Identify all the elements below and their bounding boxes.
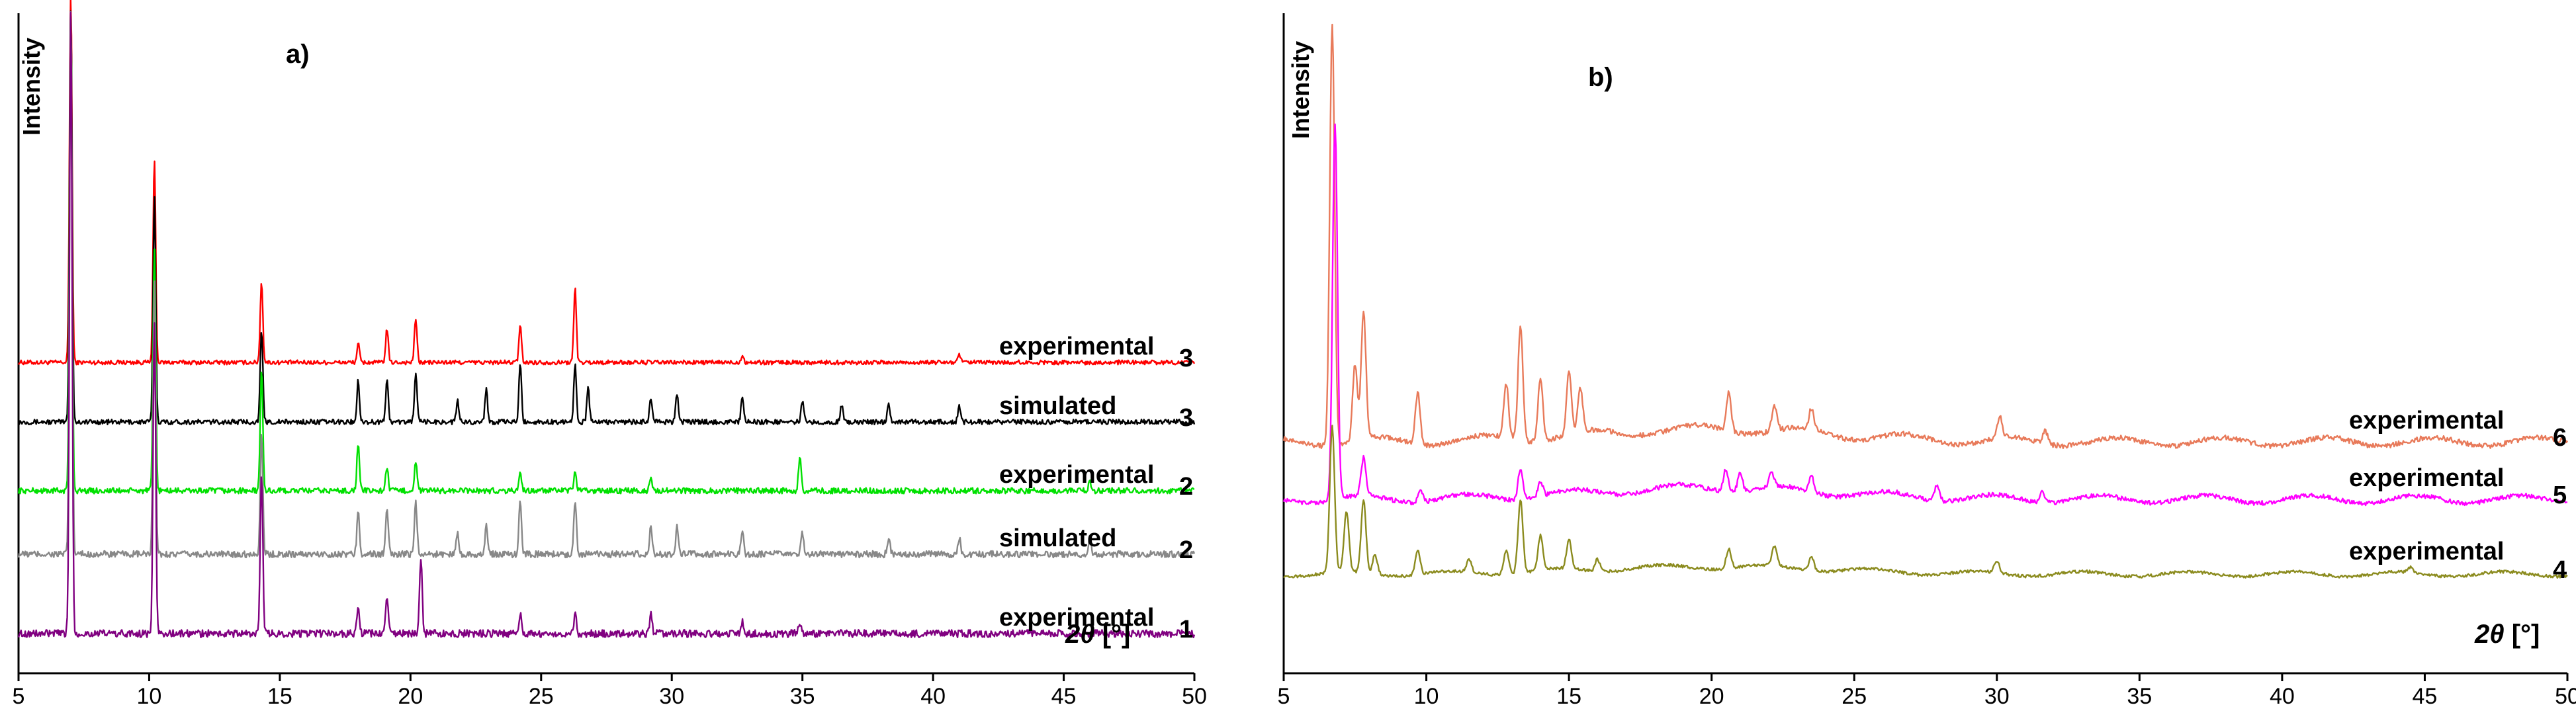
panel-b-xlabel-unit: [°] bbox=[2512, 620, 2540, 649]
series-number: 6 bbox=[2553, 424, 2567, 452]
xtick-label: 5 bbox=[13, 684, 25, 705]
panel-b: 5 10 15 20 25 30 35 40 45 50 Intensity b) experim… bbox=[1278, 13, 2576, 705]
panel-a-labels: experimental 3 simulated 3 experimental 2 simu… bbox=[999, 333, 1193, 643]
series-label: simulated bbox=[999, 392, 1116, 420]
series-trace-2 bbox=[17, 11, 1196, 559]
xtick-label: 10 bbox=[1414, 684, 1439, 705]
series-trace-5 bbox=[1282, 123, 2568, 507]
xtick-label: 50 bbox=[2555, 684, 2576, 705]
series-number: 3 bbox=[1179, 345, 1193, 372]
panel-a-xlabel-var: 2θ bbox=[1065, 620, 1095, 649]
series-number: 3 bbox=[1179, 404, 1193, 432]
xtick-label: 30 bbox=[1984, 684, 2010, 705]
panel-b-xlabel: 2θ [°] bbox=[2474, 620, 2540, 649]
xtick-label: 20 bbox=[1699, 684, 1724, 705]
xtick-label: 15 bbox=[267, 684, 292, 705]
xtick-label: 50 bbox=[1182, 684, 1207, 705]
series-label: experimental bbox=[999, 604, 1154, 632]
series-trace-3 bbox=[17, 0, 1196, 366]
series-number: 2 bbox=[1179, 536, 1193, 564]
xtick-label: 45 bbox=[1051, 684, 1077, 705]
panel-b-xlabel-var: 2θ bbox=[2474, 620, 2505, 649]
panel-b-xticks: 5 10 15 20 25 30 35 40 45 50 bbox=[1278, 673, 2576, 705]
panel-a-xlabel-unit: [°] bbox=[1102, 620, 1131, 649]
panel-a-title: a) bbox=[286, 40, 310, 69]
xtick-label: 25 bbox=[1842, 684, 1867, 705]
xtick-label: 25 bbox=[529, 684, 554, 705]
series-trace-1 bbox=[17, 11, 1196, 638]
series-label: experimental bbox=[2349, 464, 2504, 492]
xtick-label: 40 bbox=[2270, 684, 2295, 705]
xtick-label: 15 bbox=[1556, 684, 1581, 705]
xtick-label: 45 bbox=[2413, 684, 2438, 705]
series-label: experimental bbox=[2349, 538, 2504, 565]
series-label: experimental bbox=[999, 461, 1154, 489]
panel-b-traces bbox=[1282, 23, 2569, 579]
series-number: 1 bbox=[1179, 616, 1193, 643]
series-label: experimental bbox=[2349, 407, 2504, 435]
xtick-label: 5 bbox=[1278, 684, 1290, 705]
xtick-label: 20 bbox=[398, 684, 423, 705]
panel-b-title: b) bbox=[1588, 63, 1613, 92]
xtick-label: 30 bbox=[659, 684, 684, 705]
series-number: 4 bbox=[2553, 556, 2567, 584]
panel-a-xlabel: 2θ [°] bbox=[1065, 620, 1130, 649]
panel-a-traces bbox=[17, 0, 1196, 638]
xtick-label: 10 bbox=[137, 684, 162, 705]
xtick-label: 40 bbox=[920, 684, 946, 705]
series-trace-3 bbox=[18, 10, 1196, 425]
series-trace-2 bbox=[17, 13, 1195, 495]
series-number: 2 bbox=[1179, 473, 1193, 501]
panel-a-ylabel: Intensity bbox=[18, 38, 45, 136]
series-number: 5 bbox=[2553, 481, 2567, 509]
series-trace-6 bbox=[1282, 23, 2569, 449]
series-trace-4 bbox=[1283, 425, 2568, 579]
panel-b-ylabel: Intensity bbox=[1287, 41, 1314, 139]
series-label: simulated bbox=[999, 524, 1116, 552]
panel-a-xticks: 5 10 15 20 25 30 35 40 45 50 bbox=[13, 673, 1207, 705]
panel-b-labels: experimental 6 experimental 5 experimental 4 bbox=[2349, 407, 2567, 584]
xtick-label: 35 bbox=[790, 684, 815, 705]
series-label: experimental bbox=[999, 333, 1154, 360]
panel-a: 5 10 15 20 25 30 35 40 45 50 Intensity a) experim… bbox=[13, 0, 1207, 705]
xtick-label: 35 bbox=[2127, 684, 2152, 705]
